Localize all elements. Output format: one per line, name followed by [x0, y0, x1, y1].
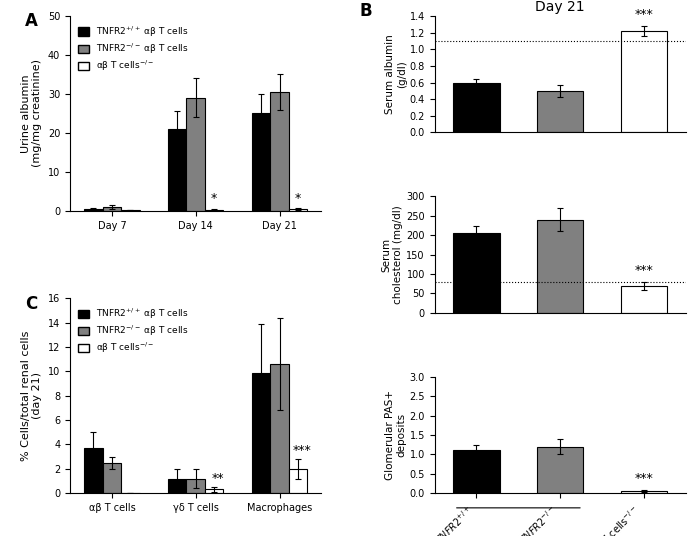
- Bar: [186, 479, 205, 493]
- Bar: [537, 220, 583, 313]
- Title: Day 21: Day 21: [536, 0, 585, 13]
- Text: ***: ***: [635, 264, 654, 277]
- Bar: [84, 448, 103, 493]
- Text: ***: ***: [293, 444, 312, 457]
- Text: C: C: [25, 294, 37, 312]
- Bar: [186, 98, 205, 211]
- Bar: [103, 207, 121, 211]
- Bar: [537, 446, 583, 493]
- Bar: [270, 364, 288, 493]
- Legend: TNFR2$^{+/+}$ αβ T cells, TNFR2$^{-/-}$ αβ T cells, αβ T cells$^{-/-}$: TNFR2$^{+/+}$ αβ T cells, TNFR2$^{-/-}$ …: [74, 303, 193, 359]
- Legend: TNFR2$^{+/+}$ αβ T cells, TNFR2$^{-/-}$ αβ T cells, αβ T cells$^{-/-}$: TNFR2$^{+/+}$ αβ T cells, TNFR2$^{-/-}$ …: [74, 20, 193, 77]
- Y-axis label: % Cells/total renal cells
(day 21): % Cells/total renal cells (day 21): [21, 331, 42, 461]
- Bar: [103, 463, 121, 493]
- Bar: [621, 286, 667, 313]
- Bar: [288, 209, 307, 211]
- Y-axis label: Serum
cholesterol (mg/dl): Serum cholesterol (mg/dl): [382, 205, 403, 304]
- Bar: [621, 31, 667, 132]
- Bar: [270, 92, 288, 211]
- Bar: [454, 83, 500, 132]
- Bar: [168, 129, 186, 211]
- Y-axis label: Urine albumin
(mg/mg creatinine): Urine albumin (mg/mg creatinine): [21, 59, 42, 167]
- Bar: [205, 489, 223, 493]
- Bar: [205, 210, 223, 211]
- Text: A: A: [25, 12, 38, 30]
- Text: **: **: [212, 472, 225, 485]
- Bar: [288, 469, 307, 493]
- Bar: [84, 209, 103, 211]
- Bar: [252, 114, 270, 211]
- Bar: [537, 91, 583, 132]
- Bar: [121, 210, 139, 211]
- Text: ***: ***: [635, 9, 654, 21]
- Bar: [454, 450, 500, 493]
- Y-axis label: Serum albumin
(g/dl): Serum albumin (g/dl): [385, 34, 407, 114]
- Text: ***: ***: [635, 472, 654, 486]
- Y-axis label: Glomerular PAS+
deposits: Glomerular PAS+ deposits: [385, 390, 407, 480]
- Bar: [168, 479, 186, 493]
- Text: *: *: [295, 192, 301, 205]
- Bar: [252, 373, 270, 493]
- Text: B: B: [359, 2, 372, 20]
- Bar: [454, 233, 500, 313]
- Text: *: *: [211, 192, 217, 205]
- Bar: [621, 491, 667, 493]
